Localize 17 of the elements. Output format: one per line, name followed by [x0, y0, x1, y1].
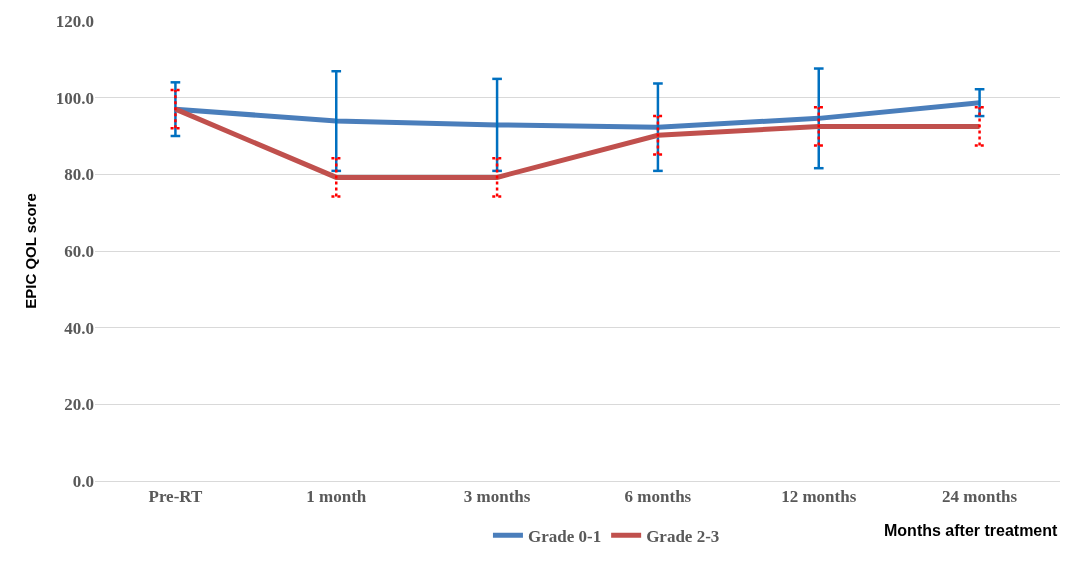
y-tick-label: 20.0 [64, 395, 94, 415]
x-tick-label: 6 months [624, 487, 692, 507]
x-tick-label: 1 month [306, 487, 367, 507]
x-tick-label: Pre-RT [148, 487, 203, 507]
y-tick-label: 60.0 [64, 241, 94, 261]
y-tick-label: 0.0 [72, 471, 94, 491]
x-tick-label: 3 months [463, 487, 531, 507]
x-axis-title: Months after treatment [884, 522, 1059, 539]
y-tick-label: 120.0 [55, 11, 94, 31]
legend-label: Grade 2-3 [646, 526, 720, 546]
y-tick-label: 40.0 [64, 318, 94, 338]
x-tick-label: 24 months [942, 487, 1018, 507]
y-tick-label: 80.0 [64, 165, 94, 185]
y-tick-label: 100.0 [55, 88, 94, 108]
y-axis-title: EPIC QOL score [22, 193, 39, 309]
legend-label: Grade 0-1 [527, 526, 602, 546]
x-tick-label: 12 months [781, 487, 857, 507]
